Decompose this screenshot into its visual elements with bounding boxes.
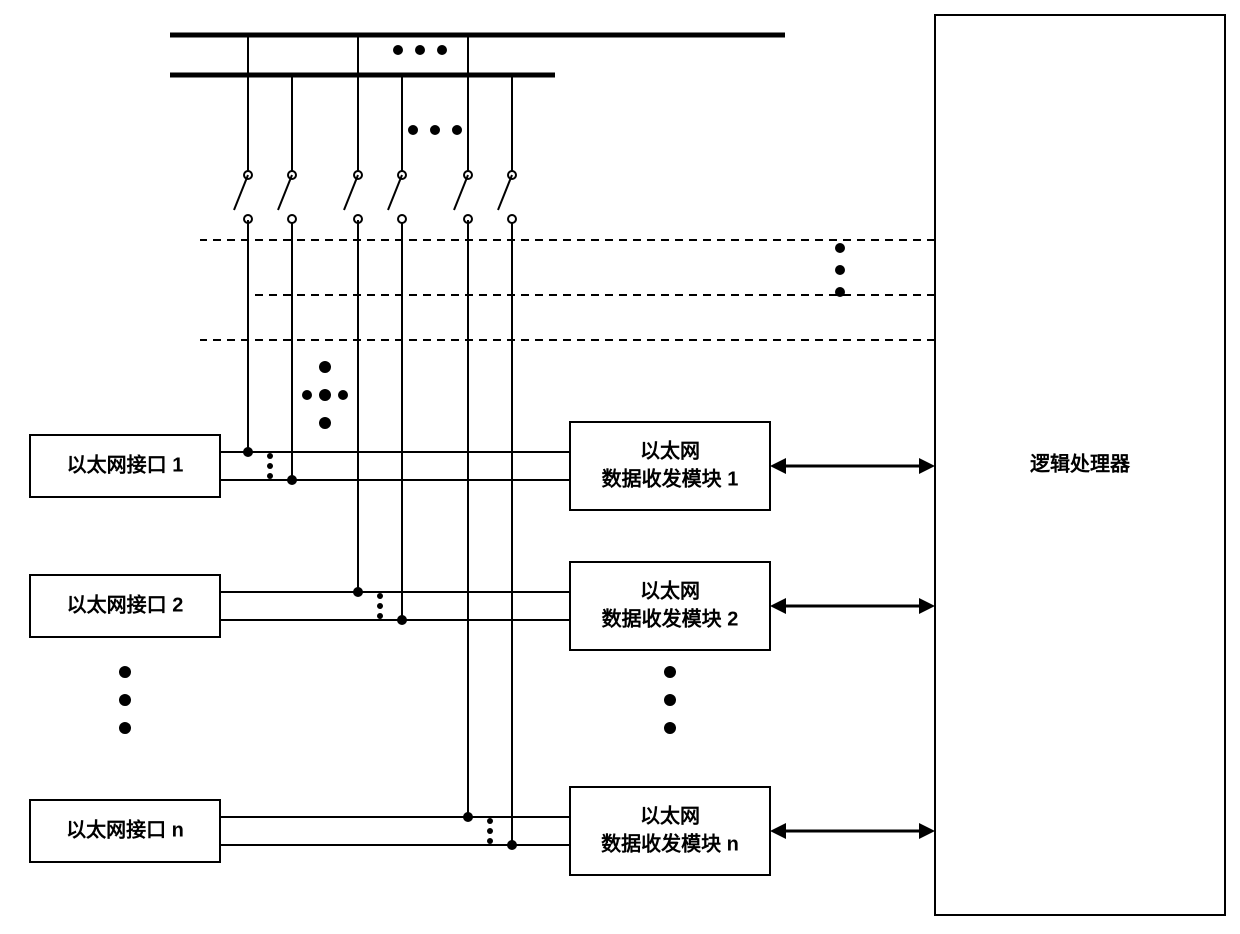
ethernet-interface-label-1: 以太网接口 1 xyxy=(67,453,184,476)
ethernet-module-box-2 xyxy=(570,562,770,650)
ethernet-module-label-a-3: 以太网 xyxy=(640,804,700,827)
ethernet-module-box-3 xyxy=(570,787,770,875)
ethernet-module-label-b-1: 数据收发模块 1 xyxy=(602,466,739,490)
ethernet-module-label-b-2: 数据收发模块 2 xyxy=(602,606,739,630)
ethernet-module-label-a-1: 以太网 xyxy=(640,439,700,462)
ethernet-module-box-1 xyxy=(570,422,770,510)
logic-processor-label: 逻辑处理器 xyxy=(1030,451,1131,475)
ethernet-module-label-a-2: 以太网 xyxy=(640,579,700,602)
ethernet-module-label-b-3: 数据收发模块 n xyxy=(601,831,739,855)
ethernet-interface-label-3: 以太网接口 n xyxy=(66,818,184,841)
ethernet-interface-label-2: 以太网接口 2 xyxy=(67,593,184,616)
